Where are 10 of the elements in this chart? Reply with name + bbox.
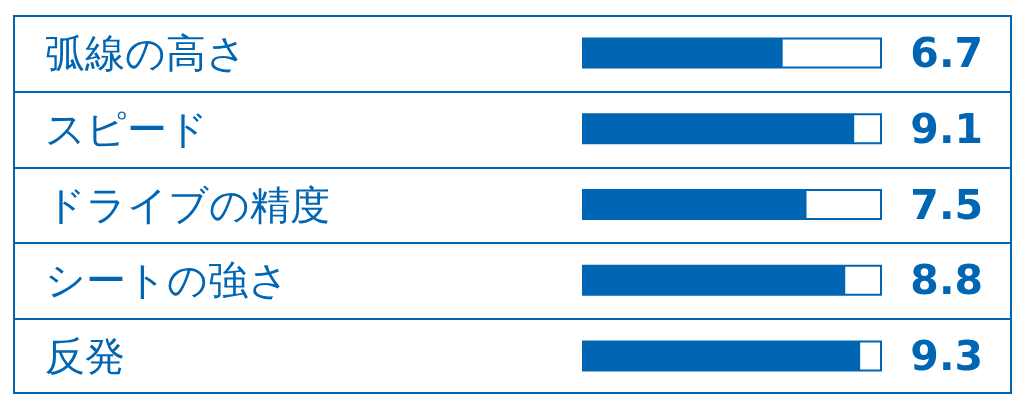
data-label: 8.8 bbox=[910, 256, 983, 305]
data-label: 6.7 bbox=[910, 28, 983, 77]
y-tick-label: スピード bbox=[45, 105, 208, 152]
y-tick-label: シートの強さ bbox=[45, 257, 289, 304]
data-label: 9.1 bbox=[910, 104, 983, 153]
y-tick-label: 弧線の高さ bbox=[45, 29, 247, 76]
data-label: 7.5 bbox=[910, 180, 983, 229]
y-tick-label: 反発 bbox=[45, 333, 125, 380]
y-tick-label: ドライブの精度 bbox=[45, 181, 330, 228]
data-label: 9.3 bbox=[910, 332, 983, 381]
